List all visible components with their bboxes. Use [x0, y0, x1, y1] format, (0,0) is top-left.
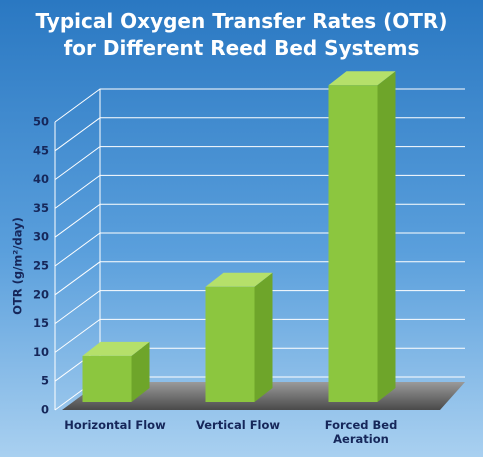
grid-line — [54, 232, 465, 267]
bar-front — [82, 355, 132, 402]
x-tick-label: Forced Bed Aeration — [324, 418, 398, 446]
y-tick-label: 50 — [33, 115, 49, 129]
y-tick-label: 40 — [33, 172, 49, 186]
bar-side — [131, 341, 150, 402]
y-tick-label: 10 — [33, 345, 49, 359]
bar-top — [82, 341, 150, 356]
y-axis-label: OTR (g/m²/day) — [11, 217, 25, 315]
y-tick-label: 25 — [33, 259, 49, 273]
x-tick-label: Horizontal Flow — [64, 418, 166, 432]
y-tick-label: 0 — [41, 403, 49, 417]
y-tick-label: 5 — [41, 374, 49, 388]
y-tick-label: 20 — [33, 287, 49, 301]
bar-front — [205, 286, 255, 402]
grid-line — [54, 174, 465, 209]
bar-side — [254, 272, 273, 402]
bar-side — [377, 71, 396, 402]
bar — [205, 272, 273, 402]
bar — [328, 71, 396, 402]
chart-title: Typical Oxygen Transfer Rates (OTR) for … — [35, 9, 448, 60]
grid-line — [54, 88, 465, 123]
x-tick-label: Vertical Flow — [195, 418, 281, 432]
y-tick-label: 15 — [33, 316, 49, 330]
bar-top — [205, 272, 273, 287]
grid-line — [54, 203, 465, 238]
y-tick-label: 45 — [33, 143, 49, 157]
grid-line — [54, 117, 465, 152]
grid-line — [54, 146, 465, 181]
y-tick-label: 35 — [33, 201, 49, 215]
y-tick-label: 30 — [33, 230, 49, 244]
bar-top — [328, 71, 396, 86]
bar — [82, 341, 150, 402]
bar-front — [328, 85, 378, 402]
